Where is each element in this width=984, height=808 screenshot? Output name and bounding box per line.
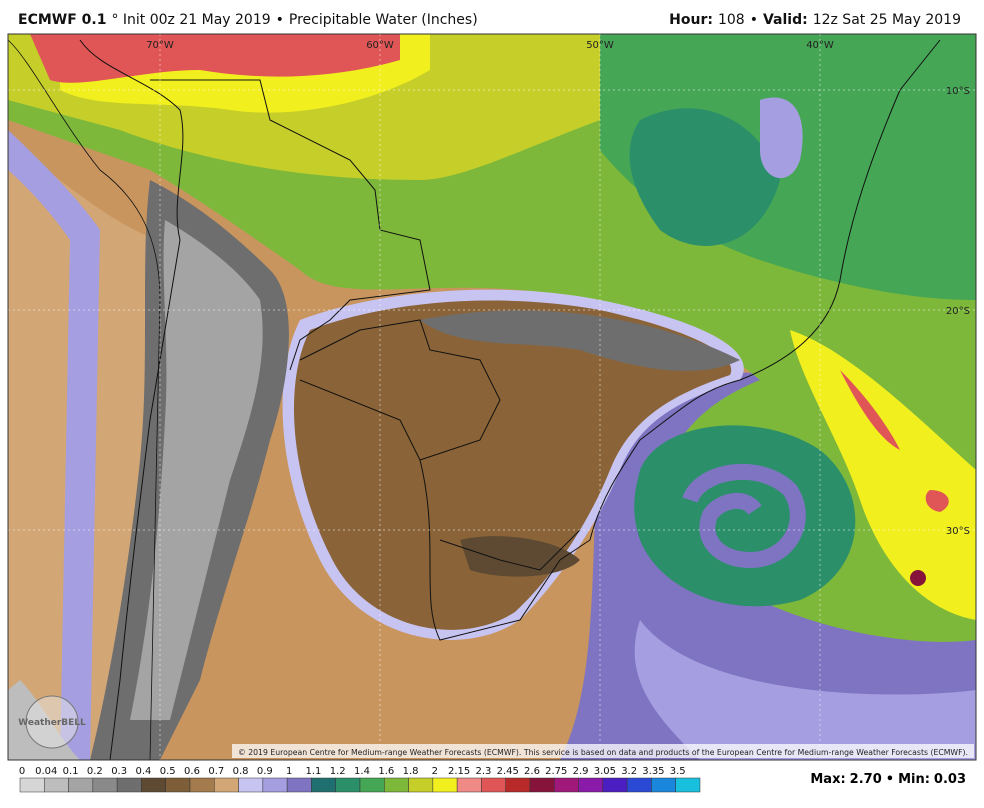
map-field xyxy=(8,34,976,760)
colorbar-label: 0.2 xyxy=(87,766,103,777)
lon-label: 60°W xyxy=(366,40,394,51)
header-text: Max: xyxy=(810,772,846,787)
colorbar-label: 1.8 xyxy=(403,766,419,777)
colorbar-label: 0.9 xyxy=(257,766,273,777)
colorbar-label: 1 xyxy=(286,766,292,777)
header-text: • xyxy=(749,12,758,28)
colorbar-label: 2.6 xyxy=(524,766,540,777)
colorbar-swatch xyxy=(602,777,628,793)
colorbar-label: 3.35 xyxy=(642,766,664,777)
header-text: Precipitable Water (Inches) xyxy=(288,12,478,28)
graticule xyxy=(8,34,976,760)
colorbar-label: 3.5 xyxy=(670,766,686,777)
colorbar-swatch xyxy=(359,777,385,793)
colorbar-label: 1.4 xyxy=(354,766,370,777)
colorbar-swatch xyxy=(529,777,555,793)
colorbar-swatch xyxy=(651,777,676,793)
colorbar-label: 0.7 xyxy=(208,766,224,777)
lat-label: 10°S xyxy=(946,86,970,97)
colorbar-label: 0.5 xyxy=(160,766,176,777)
header-text: 0.03 xyxy=(933,772,966,787)
header-text: • xyxy=(885,772,895,787)
colorbar-swatch xyxy=(238,777,264,793)
colorbar-label: 1.6 xyxy=(378,766,394,777)
copyright-box xyxy=(232,744,974,758)
borders xyxy=(8,39,941,760)
colorbar-label: 2.45 xyxy=(497,766,519,777)
header-text: Min: xyxy=(898,772,930,787)
header-text: ECMWF 0.1 xyxy=(18,12,107,28)
lon-label: 70°W xyxy=(146,40,174,51)
colorbar-swatch xyxy=(92,777,118,793)
header-text: 108 xyxy=(717,12,745,28)
colorbar-label: 0.6 xyxy=(184,766,200,777)
header-text: Hour: xyxy=(669,12,713,28)
colorbar-label: 3.05 xyxy=(594,766,616,777)
stats: Max: 2.70 • Min: 0.03 xyxy=(806,772,966,787)
colorbar-label: 1.1 xyxy=(305,766,321,777)
copyright: © 2019 European Centre for Medium-range … xyxy=(238,748,968,757)
colorbar-label: 2.3 xyxy=(475,766,491,777)
colorbar-label: 0.04 xyxy=(35,766,57,777)
colorbar-swatch xyxy=(578,777,604,793)
colorbar-swatch xyxy=(165,777,191,793)
colorbar-swatch xyxy=(116,777,142,793)
colorbar-swatch xyxy=(505,777,531,793)
lat-label: 20°S xyxy=(946,306,970,317)
colorbar-label: 0.8 xyxy=(233,766,249,777)
colorbar-swatch xyxy=(481,777,506,793)
header-left: ECMWF 0.1 ° Init 00z 21 May 2019 • Precipit… xyxy=(18,12,483,28)
header-right: Hour: 108 • Valid: 12z Sat 25 May 2019 xyxy=(669,12,966,28)
lon-label: 40°W xyxy=(806,40,834,51)
logo-badge xyxy=(25,695,79,749)
header-text: ° Init 00z 21 May 2019 xyxy=(111,12,271,28)
colorbar-swatch xyxy=(68,777,94,793)
lon-label: 50°W xyxy=(586,40,614,51)
logo: WeatherBELL xyxy=(18,718,86,728)
colorbar-swatch xyxy=(262,777,288,793)
header-text: 12z Sat 25 May 2019 xyxy=(812,12,961,28)
lat-label: 30°S xyxy=(946,526,970,537)
colorbar-label: 0 xyxy=(19,766,25,777)
map-frame xyxy=(7,33,977,761)
colorbar-swatch xyxy=(626,777,652,793)
colorbar-swatch xyxy=(44,777,69,793)
colorbar-label: 1.2 xyxy=(330,766,346,777)
colorbar-swatch xyxy=(675,777,701,793)
colorbar-swatch xyxy=(141,777,166,793)
colorbar-swatch xyxy=(311,777,336,793)
colorbar-label: 0.3 xyxy=(111,766,127,777)
colorbar-label: 0.4 xyxy=(135,766,151,777)
colorbar-swatch xyxy=(456,777,482,793)
colorbar-swatch xyxy=(286,777,312,793)
colorbar-swatch xyxy=(432,777,458,793)
colorbar-label: 2 xyxy=(432,766,438,777)
colorbar-label: 2.15 xyxy=(448,766,470,777)
colorbar: 0 0.04 0.1 0.2 0.3 0.4 0.5 0.6 0.7 0.8 0.9 1 1.1 1.2 1… xyxy=(19,766,701,793)
header-text: Valid: xyxy=(762,12,808,28)
header-text: • xyxy=(275,12,284,28)
colorbar-label: 2.9 xyxy=(573,766,589,777)
colorbar-label: 0.1 xyxy=(63,766,79,777)
header-text: 2.70 xyxy=(849,772,882,787)
colorbar-swatch xyxy=(214,777,239,793)
colorbar-swatch xyxy=(408,777,434,793)
colorbar-label: 3.2 xyxy=(621,766,637,777)
colorbar-swatch xyxy=(335,777,361,793)
colorbar-label: 2.75 xyxy=(545,766,567,777)
colorbar-swatch xyxy=(189,777,215,793)
colorbar-swatch xyxy=(19,777,45,793)
colorbar-swatch xyxy=(554,777,579,793)
colorbar-swatch xyxy=(384,777,409,793)
